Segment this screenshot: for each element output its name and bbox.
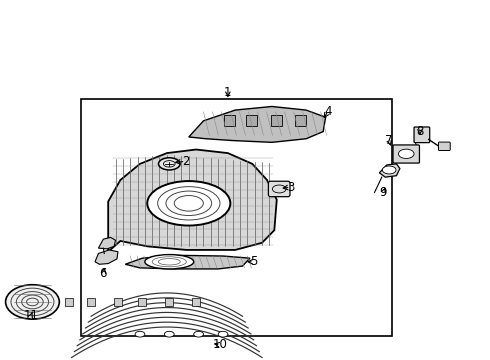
Polygon shape: [108, 149, 277, 252]
Text: 5: 5: [250, 255, 257, 268]
Polygon shape: [98, 237, 116, 249]
Ellipse shape: [218, 331, 228, 337]
Ellipse shape: [135, 331, 145, 337]
Text: 10: 10: [213, 338, 228, 351]
Bar: [246, 116, 257, 126]
Polygon shape: [125, 255, 250, 269]
Ellipse shape: [398, 149, 414, 158]
Text: 2: 2: [182, 155, 189, 168]
Ellipse shape: [5, 285, 59, 319]
Bar: [271, 116, 282, 126]
Text: 6: 6: [99, 267, 107, 280]
Text: 8: 8: [416, 125, 424, 138]
Text: 9: 9: [380, 186, 387, 199]
Bar: [81, 99, 392, 336]
Bar: [192, 298, 200, 306]
Bar: [224, 116, 235, 126]
Text: 1: 1: [224, 86, 232, 99]
Bar: [139, 298, 147, 306]
Ellipse shape: [147, 181, 230, 226]
Text: 3: 3: [287, 181, 294, 194]
Polygon shape: [189, 107, 326, 142]
FancyBboxPatch shape: [393, 145, 419, 163]
Ellipse shape: [164, 331, 174, 337]
Text: 7: 7: [386, 134, 393, 147]
Bar: [295, 116, 306, 126]
Ellipse shape: [194, 331, 203, 337]
Bar: [165, 298, 173, 306]
Polygon shape: [95, 250, 118, 264]
Polygon shape: [379, 164, 400, 177]
Ellipse shape: [145, 255, 194, 269]
Bar: [114, 298, 122, 306]
Bar: [65, 298, 73, 306]
FancyBboxPatch shape: [269, 181, 290, 197]
Text: 11: 11: [24, 309, 39, 322]
FancyBboxPatch shape: [439, 142, 450, 150]
Text: 4: 4: [324, 105, 332, 118]
Ellipse shape: [382, 166, 396, 174]
Ellipse shape: [159, 158, 180, 170]
FancyBboxPatch shape: [414, 127, 430, 143]
Bar: [87, 298, 95, 306]
